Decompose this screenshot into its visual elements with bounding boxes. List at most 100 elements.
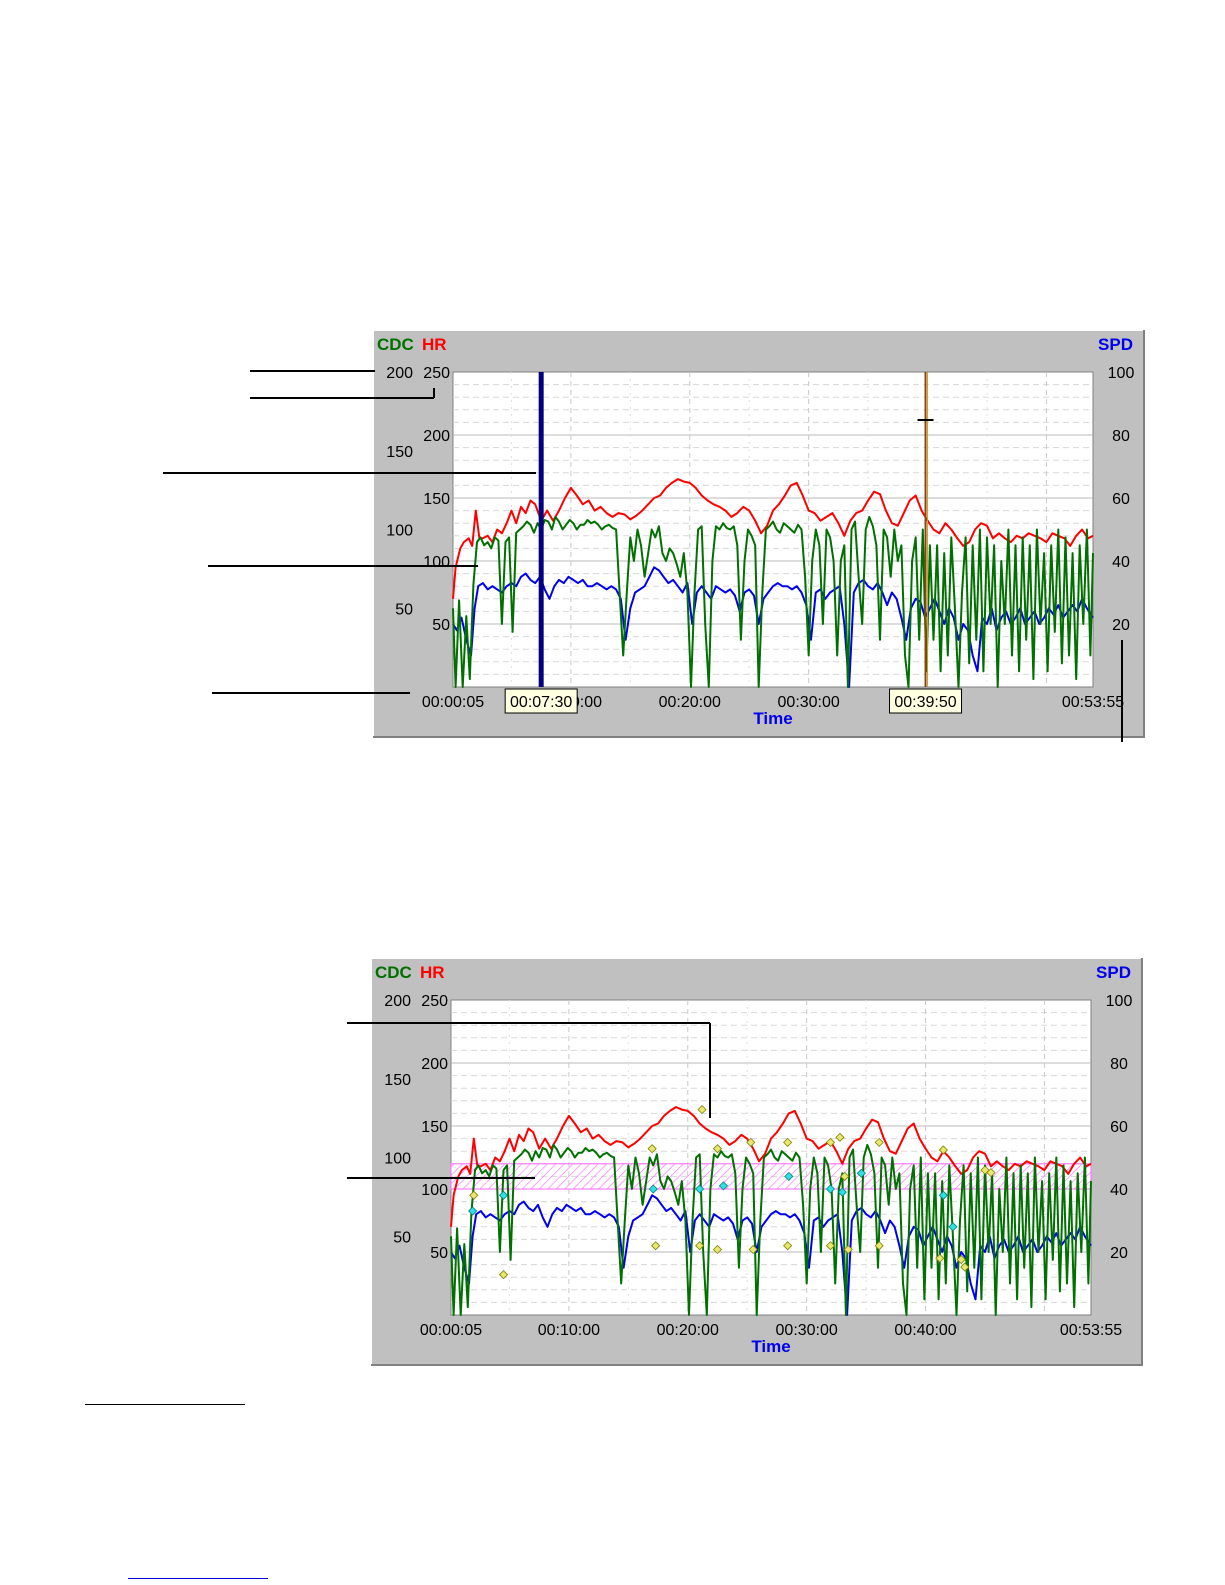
cdc-tick-label: 100: [386, 523, 413, 540]
target-zone: [450, 1163, 1092, 1190]
data-point-yellow: [825, 1241, 836, 1251]
cdc-tick-label: 100: [384, 1151, 411, 1168]
tooltip-box: [504, 688, 578, 714]
hr-tick-label: 50: [432, 617, 450, 634]
data-point-yellow: [695, 1241, 705, 1251]
tooltip-box: [889, 688, 963, 714]
tooltip-time-label: 00:39:50: [894, 694, 956, 711]
series-line-hr: [452, 478, 1094, 599]
time-tick-label: 00:10:00: [538, 1322, 600, 1339]
hr-tick-label: 100: [421, 1182, 448, 1199]
hr-tick-label: 250: [421, 993, 448, 1010]
series-line-hr: [450, 1106, 1092, 1227]
marker-time-tooltip: 00:39:50: [889, 688, 963, 714]
data-point-yellow: [651, 1241, 661, 1251]
cdc-tick-label: 150: [384, 1072, 411, 1089]
cdc-tick-label: 50: [393, 1229, 411, 1246]
hr-tick-label: 250: [423, 365, 450, 382]
time-tick-label: 00:30:00: [778, 694, 840, 711]
data-point-yellow: [874, 1137, 884, 1147]
spd-tick-label: 80: [1110, 1056, 1128, 1073]
hr-tick-label: 200: [421, 1056, 448, 1073]
hr-tick-label: 50: [430, 1245, 448, 1262]
data-point-yellow: [746, 1137, 756, 1147]
time-tick-label: 00:20:00: [657, 1322, 719, 1339]
hr-tick-label: 150: [421, 1119, 448, 1136]
data-point-yellow: [647, 1144, 657, 1154]
plot-area: [450, 999, 1092, 1316]
data-point-cyan: [498, 1190, 509, 1200]
data-point-yellow: [748, 1244, 758, 1255]
hr-tick-label: 100: [423, 554, 450, 571]
marker-time-tooltip: 00:07:30: [504, 688, 578, 714]
spd-tick-label: 80: [1112, 428, 1130, 445]
cdc-tick-label: 150: [386, 444, 413, 461]
time-tick-label: 00:53:55: [1062, 694, 1124, 711]
data-point-cyan: [718, 1181, 729, 1191]
time-tick-label: 00:53:55: [1060, 1322, 1122, 1339]
data-point-yellow: [783, 1241, 793, 1251]
data-point-yellow: [712, 1144, 723, 1154]
spd-axis-title: SPD: [1096, 963, 1131, 982]
data-point-yellow: [874, 1241, 884, 1251]
time-tick-label: 00:40:00: [894, 1322, 956, 1339]
data-point-yellow: [498, 1270, 509, 1280]
data-point-yellow: [469, 1190, 479, 1200]
data-point-cyan: [948, 1222, 958, 1232]
data-point-cyan: [938, 1190, 948, 1200]
data-point-yellow: [783, 1137, 793, 1147]
data-point-cyan: [837, 1187, 847, 1197]
time-tick-label: 00:00:05: [422, 694, 484, 711]
time-axis-title: Time: [751, 1337, 790, 1356]
data-point-cyan: [825, 1184, 836, 1194]
spd-tick-label: 40: [1112, 554, 1130, 571]
data-point-yellow: [835, 1132, 845, 1142]
data-point-cyan: [468, 1206, 478, 1216]
spd-tick-label: 100: [1106, 993, 1133, 1010]
data-point-yellow: [697, 1105, 707, 1115]
plot-area: [452, 371, 1094, 688]
data-point-yellow: [956, 1254, 966, 1265]
hr-tick-label: 150: [423, 491, 450, 508]
hr-tick-label: 200: [423, 428, 450, 445]
chart-panel-2: CDC HR SPD 200 150 100 50 250 200 150 100 50 100 80 60…: [370, 957, 1143, 1366]
hr-axis-title: HR: [422, 335, 447, 354]
data-point-yellow: [986, 1168, 996, 1178]
data-point-yellow: [712, 1244, 723, 1255]
page-link-underline: [128, 1578, 268, 1579]
data-point-yellow: [825, 1137, 836, 1147]
spd-tick-label: 20: [1112, 617, 1130, 634]
hr-axis-title: HR: [420, 963, 445, 982]
spd-tick-label: 60: [1110, 1119, 1128, 1136]
chart-panel-1: CDC HR SPD 200 150 100 50 250 200 150 100 50 100 80 60…: [372, 329, 1145, 738]
data-point-yellow: [935, 1253, 945, 1263]
spd-tick-label: 100: [1108, 365, 1135, 382]
data-point-cyan: [784, 1171, 794, 1181]
spd-tick-label: 20: [1110, 1245, 1128, 1262]
data-point-yellow: [960, 1262, 970, 1272]
data-point-yellow: [840, 1171, 850, 1181]
cdc-axis-title: CDC: [375, 963, 412, 982]
series-line-cdc: [452, 515, 1094, 688]
time-tick-label: 00:30:00: [776, 1322, 838, 1339]
chart-svg-2: CDC HR SPD 200 150 100 50 250 200 150 100 50 100 80 60…: [370, 957, 1143, 1366]
spd-tick-label: 40: [1110, 1182, 1128, 1199]
data-point-cyan: [856, 1168, 866, 1178]
cdc-axis-title: CDC: [377, 335, 414, 354]
cdc-tick-label: 50: [395, 601, 413, 618]
data-point-yellow: [843, 1244, 853, 1255]
time-tick-label: 00:20:00: [659, 694, 721, 711]
data-point-cyan: [695, 1184, 705, 1194]
tooltip-time-label: 00:07:30: [510, 694, 572, 711]
cdc-tick-label: 200: [384, 993, 411, 1010]
chart-svg-1: CDC HR SPD 200 150 100 50 250 200 150 100 50 100 80 60…: [372, 329, 1145, 738]
spd-axis-title: SPD: [1098, 335, 1133, 354]
cdc-tick-label: 200: [386, 365, 413, 382]
time-tick-label: 00:00:05: [420, 1322, 482, 1339]
time-axis-title: Time: [753, 709, 792, 728]
data-point-yellow: [938, 1145, 948, 1155]
footnote-separator: [85, 1404, 245, 1405]
spd-tick-label: 60: [1112, 491, 1130, 508]
series-line-cdc: [450, 1143, 1092, 1316]
data-point-cyan: [648, 1184, 658, 1194]
